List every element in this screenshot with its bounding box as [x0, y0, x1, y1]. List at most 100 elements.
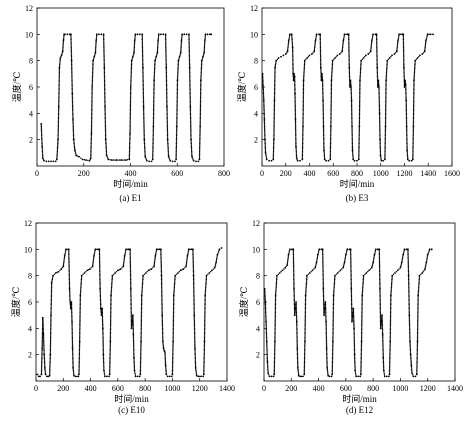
data-point-trace: [303, 365, 306, 368]
data-point-trace: [330, 107, 332, 109]
data-point-trace: [379, 296, 381, 298]
data-point-trace: [407, 257, 409, 260]
data-point-trace: [326, 365, 328, 368]
data-point-trace: [171, 363, 174, 365]
data-point-trace: [176, 117, 178, 120]
data-point: [70, 301, 73, 303]
data-point-trace: [161, 289, 163, 291]
data-point-trace: [406, 136, 408, 138]
data-point-trace: [72, 133, 75, 136]
data-point-trace: [273, 113, 275, 116]
data-point-trace: [192, 256, 194, 258]
data-point-trace: [130, 307, 132, 310]
data-point: [396, 269, 399, 272]
data-point-trace: [104, 108, 106, 111]
data-point-trace: [172, 307, 175, 310]
data-point: [287, 40, 290, 42]
data-point-trace: [204, 289, 207, 291]
data-point-trace: [161, 301, 163, 303]
data-point-trace: [376, 52, 378, 54]
data-point: [314, 266, 317, 269]
data-point-trace: [72, 371, 75, 373]
data-point-trace: [263, 123, 266, 125]
data-point-trace: [49, 368, 51, 370]
data-point-trace: [204, 319, 206, 322]
data-point-trace: [390, 289, 392, 291]
panel-caption: (b) E3: [346, 193, 369, 203]
data-point-trace: [293, 296, 295, 298]
data-point-trace: [199, 120, 201, 122]
data-point-trace: [123, 261, 125, 264]
data-point-trace: [153, 99, 155, 101]
data-point-trace: [273, 360, 276, 362]
data-point-trace: [389, 346, 391, 348]
data-point-trace: [406, 140, 408, 142]
data-point-trace: [44, 369, 46, 372]
data-point-trace: [332, 330, 334, 332]
data-point-trace: [361, 299, 363, 302]
data-point-trace: [161, 303, 163, 306]
data-point-trace: [41, 343, 43, 345]
data-point-trace: [377, 82, 380, 84]
data-point-trace: [358, 132, 360, 134]
data-point-trace: [275, 289, 277, 291]
data-point-trace: [71, 69, 73, 71]
data-point-trace: [104, 133, 107, 136]
data-point-trace: [167, 148, 169, 150]
data-point: [388, 57, 391, 59]
data-point-trace: [132, 326, 134, 328]
data-point-trace: [348, 69, 351, 71]
data-point-trace: [129, 144, 131, 146]
data-point-trace: [50, 298, 53, 301]
data-point-trace: [104, 107, 106, 109]
data-point: [211, 269, 213, 272]
data-point: [153, 79, 156, 82]
data-point-trace: [139, 360, 142, 362]
data-point-trace: [292, 249, 295, 252]
data-point-trace: [301, 144, 304, 146]
data-point-trace: [350, 296, 353, 298]
data-point-trace: [412, 110, 415, 112]
data-point-trace: [291, 48, 294, 50]
data-point-trace: [192, 255, 194, 257]
data-point-trace: [160, 282, 163, 285]
data-point-trace: [263, 127, 266, 129]
data-point-trace: [142, 100, 145, 103]
data-point-trace: [405, 94, 407, 96]
data-point-trace: [360, 344, 363, 347]
data-point-trace: [378, 91, 380, 93]
data-point-trace: [405, 96, 407, 99]
data-point-trace: [51, 278, 53, 281]
data-point-trace: [293, 278, 295, 281]
data-point-trace: [405, 127, 408, 129]
data-point-trace: [301, 146, 304, 149]
data-point-trace: [63, 260, 65, 262]
data-point-trace: [360, 348, 363, 351]
data-point-trace: [273, 119, 275, 121]
data-point-trace: [274, 79, 276, 82]
data-point-trace: [326, 359, 328, 361]
data-point: [67, 248, 70, 251]
data-point: [290, 33, 293, 36]
data-point-trace: [204, 314, 206, 316]
data-point-trace: [405, 90, 407, 92]
data-point: [42, 334, 45, 336]
data-point-trace: [331, 66, 333, 68]
data-point-trace: [166, 119, 168, 121]
data-point-trace: [331, 73, 333, 75]
data-point-trace: [57, 140, 59, 142]
data-point-trace: [198, 154, 201, 157]
data-point-trace: [172, 315, 175, 318]
data-point-trace: [143, 127, 145, 129]
data-point-trace: [295, 148, 297, 150]
data-point-trace: [140, 322, 143, 324]
x-axis-label: 时间/min: [342, 393, 377, 404]
data-point-trace: [140, 310, 143, 312]
data-point-trace: [139, 372, 142, 374]
data-point-trace: [41, 332, 44, 335]
data-point-trace: [302, 96, 305, 99]
data-point-trace: [389, 339, 391, 341]
data-point-trace: [361, 322, 363, 324]
data-point-trace: [302, 99, 305, 101]
data-point-trace: [274, 301, 277, 303]
